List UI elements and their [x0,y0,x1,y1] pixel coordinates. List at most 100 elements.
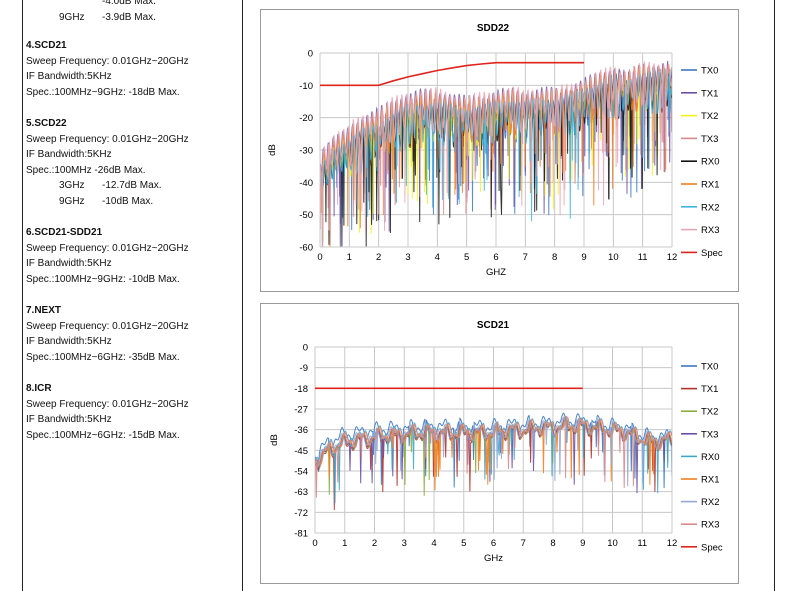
spec-line: Sweep Frequency: 0.01GHz~20GHz [26,55,189,67]
spec-line: Spec.:100MHz~6GHz: -15dB Max. [26,429,180,441]
y-tick-label: -45 [294,446,308,457]
y-tick-label: -81 [294,529,308,540]
spec-line: Spec.:100MHz~9GHz: -10dB Max. [26,273,180,285]
legend: TX0 TX1 TX2 TX3 RX0 RX1 RX2 RX3 Spec [681,362,723,553]
right-border [774,0,775,591]
legend-label: RX2 [701,202,719,213]
x-axis-label: GHZ [486,267,506,278]
legend-label: TX1 [701,88,718,99]
spec-limit-freq: 3GHz [59,180,85,192]
legend-item: TX2 [681,111,718,122]
legend-item: TX0 [681,66,718,77]
spec-limit-freq: 9GHz [59,195,85,207]
spec-block-b4: 4.SCD21 Sweep Frequency: 0.01GHz~20GHz IF … [26,38,189,100]
plot-area [315,412,672,511]
y-tick-label: -36 [294,425,308,436]
legend-label: TX3 [701,429,718,440]
legend-item: TX3 [681,134,718,145]
series-line-rx3 [315,416,672,498]
x-tick-label: 9 [581,252,586,263]
x-tick-label: 1 [342,538,347,549]
y-tick-label: -9 [300,363,308,374]
x-tick-label: 8 [552,252,557,263]
spec-limit-line: 3GHz -12.7dB Max. [26,178,189,194]
y-tick-label: -54 [294,467,308,478]
spec-block-b6: 6.SCD21-SDD21 Sweep Frequency: 0.01GHz~20… [26,225,189,287]
x-tick-label: 7 [521,538,526,549]
legend-label: RX2 [701,497,719,508]
spec-line: Sweep Frequency: 0.01GHz~20GHz [26,133,189,145]
spec-line: IF Bandwidth:5KHz [26,414,112,426]
spec-line: Spec.:100MHz~9GHz: -18dB Max. [26,86,180,98]
y-axis-label: dB [269,434,280,446]
x-tick-label: 1 [347,252,352,263]
x-tick-label: 10 [608,252,619,263]
spec-block-b5: 5.SCD22 Sweep Frequency: 0.01GHz~20GHz IF … [26,116,189,210]
spec-limit-value: -4.0dB Max. [102,0,156,7]
sdd22-chart-panel: SDD22 0 1 2 3 4 5 6 7 8 9 10 11 12 0 -10 -20 -30 -40 -50 -60… [260,9,739,292]
x-tick-label: 12 [667,252,678,263]
spec-line: IF Bandwidth:5KHz [26,71,112,83]
x-tick-label: 8 [550,538,555,549]
y-tick-label: -30 [299,146,313,157]
legend-label: TX0 [701,66,718,77]
y-tick-label: -60 [299,243,313,254]
legend-label: RX0 [701,452,719,463]
legend-label: TX2 [701,111,718,122]
spec-line: Spec.:100MHz -26dB Max. [26,164,146,176]
chart-title: SCD21 [477,320,510,331]
spec-line: Sweep Frequency: 0.01GHz~20GHz [26,398,189,410]
x-tick-label: 0 [317,252,322,263]
legend-label: RX3 [701,520,719,531]
legend-item: RX1 [681,180,719,191]
x-tick-label: 11 [638,252,648,263]
x-tick-label: 11 [637,538,647,549]
spec-heading: 6.SCD21-SDD21 [26,227,103,238]
y-tick-label: 0 [303,343,308,354]
spec-limit-freq: 9GHz [59,11,85,23]
legend-item: Spec [681,248,723,259]
legend-label: RX3 [701,225,719,236]
x-tick-label: 3 [402,538,407,549]
legend-item: Spec [681,542,723,553]
x-tick-label: 4 [431,538,436,549]
y-tick-label: -72 [294,508,308,519]
x-tick-label: 2 [372,538,377,549]
spec-limit-line: 9GHz -3.9dB Max. [26,10,156,26]
x-tick-label: 7 [523,252,528,263]
x-tick-label: 3 [405,252,410,263]
chart-title: SDD22 [477,23,510,34]
spec-heading: 4.SCD21 [26,40,67,51]
y-tick-label: -18 [294,384,308,395]
x-tick-label: 4 [435,252,440,263]
x-tick-label: 2 [376,252,381,263]
legend-label: TX0 [701,362,718,373]
spec-heading: 8.ICR [26,383,52,394]
y-tick-label: -63 [294,487,308,498]
y-tick-label: -40 [299,178,313,189]
x-tick-label: 10 [607,538,618,549]
y-tick-label: -50 [299,210,313,221]
legend-label: RX0 [701,157,719,168]
x-tick-label: 5 [464,252,469,263]
x-tick-label: 12 [667,538,678,549]
spec-line: IF Bandwidth:5KHz [26,258,112,270]
spec-limit-value: -10dB Max. [102,195,154,207]
legend-item: TX0 [681,362,718,373]
legend-label: TX2 [701,407,718,418]
legend-label: Spec [701,542,723,553]
legend-label: TX3 [701,134,718,145]
spec-limit-value: -3.9dB Max. [102,11,156,23]
y-tick-label: -20 [299,113,313,124]
spec-line: IF Bandwidth:5KHz [26,336,112,348]
legend-label: TX1 [701,384,718,395]
legend-item: TX2 [681,407,718,418]
legend-item: RX2 [681,202,719,213]
series-line-spec [320,61,584,87]
spec-block-b3: -4.0dB Max. 9GHz -3.9dB Max. [26,0,156,25]
column-divider [242,0,243,591]
spec-line: Sweep Frequency: 0.01GHz~20GHz [26,242,189,254]
legend-label: Spec [701,248,723,259]
y-tick-label: -27 [294,405,308,416]
